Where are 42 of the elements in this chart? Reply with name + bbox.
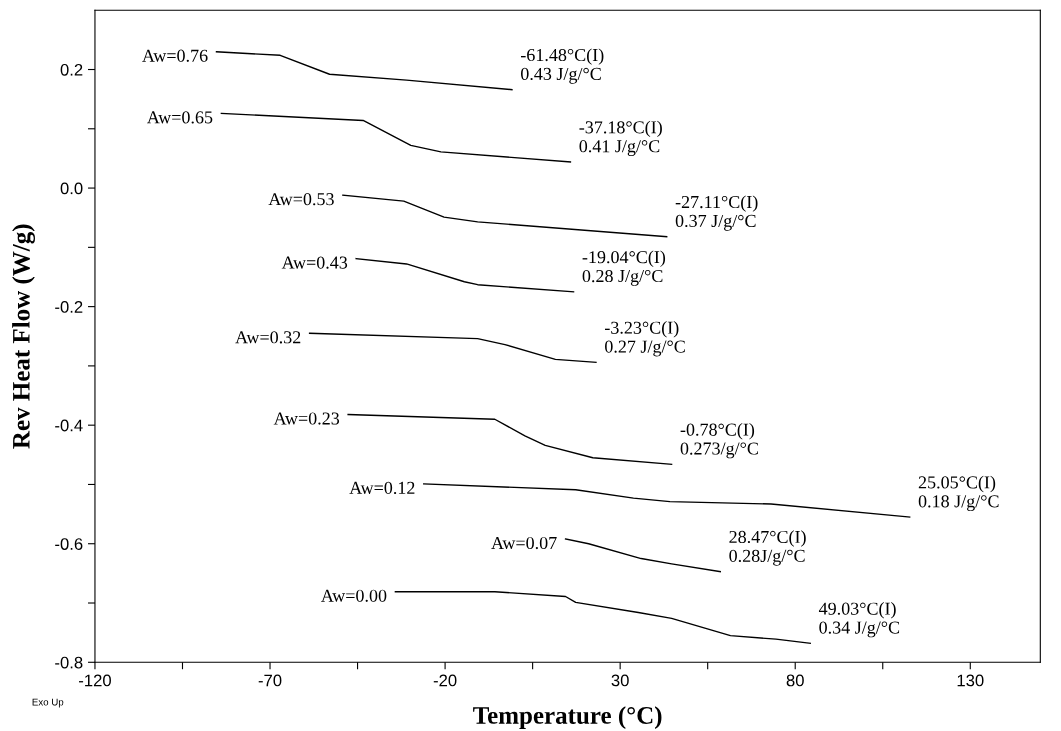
y-tick-label: 0.0 [60, 182, 83, 195]
y-tick-label: -0.4 [55, 419, 83, 432]
annotation: -0.78°C(I) 0.273/g/°C [680, 423, 758, 459]
annotation: 28.47°C(I) 0.28J/g/°C [729, 530, 806, 566]
x-axis-title: Temperature (°C) [473, 706, 662, 729]
line-series [423, 483, 911, 518]
series-label: Aw=0.32 [235, 331, 301, 344]
text: Exo Up [32, 698, 64, 708]
series-label: Aw=0.12 [349, 481, 415, 495]
line-series [308, 332, 597, 364]
x-tick-label: 30 [611, 674, 629, 687]
line-series [220, 112, 572, 163]
annotation: -27.11°C(I) 0.37 J/g/°C [675, 195, 758, 231]
annotation: -61.48°C(I) 0.43 J/g/°C [520, 48, 604, 84]
annotation: -37.18°C(I) 0.41 J/g/°C [579, 120, 662, 157]
series-label: Aw=0.43 [281, 256, 348, 269]
series-label: Aw=0.53 [268, 193, 334, 206]
y-tick-label: -0.6 [55, 538, 83, 550]
x-tick-label: -20 [433, 674, 457, 687]
line-series [355, 257, 575, 293]
series-label: Aw=0.65 [146, 111, 213, 124]
annotation: -19.04°C(I) 0.28 J/g/°C [582, 250, 666, 286]
line-series [564, 538, 721, 573]
x-tick-label: 130 [957, 674, 984, 687]
y-tick-label: 0.2 [60, 63, 83, 76]
line-series [394, 591, 811, 645]
x-tick-label: -70 [258, 674, 282, 687]
annotation: 25.05°C(I) 0.18 J/g/°C [918, 475, 999, 512]
line-series [342, 194, 668, 238]
series-label: Aw=0.07 [491, 536, 557, 550]
y-tick-label: -0.2 [55, 301, 83, 313]
line-series [347, 413, 673, 465]
annotation: 49.03°C(I) 0.34 J/g/°C [818, 602, 900, 638]
series-label: Aw=0.23 [273, 412, 340, 425]
x-tick-label: 80 [786, 674, 804, 687]
x-tick-label: -120 [79, 674, 111, 687]
series-label: Aw=0.00 [321, 589, 387, 602]
y-tick-label: -0.8 [55, 656, 83, 669]
annotation: -3.23°C(I) 0.27 J/g/°C [605, 321, 685, 357]
line-series [215, 51, 513, 91]
y-axis-title: Rev Heat Flow (W/g) [12, 224, 35, 449]
series-label: Aw=0.76 [142, 49, 208, 62]
